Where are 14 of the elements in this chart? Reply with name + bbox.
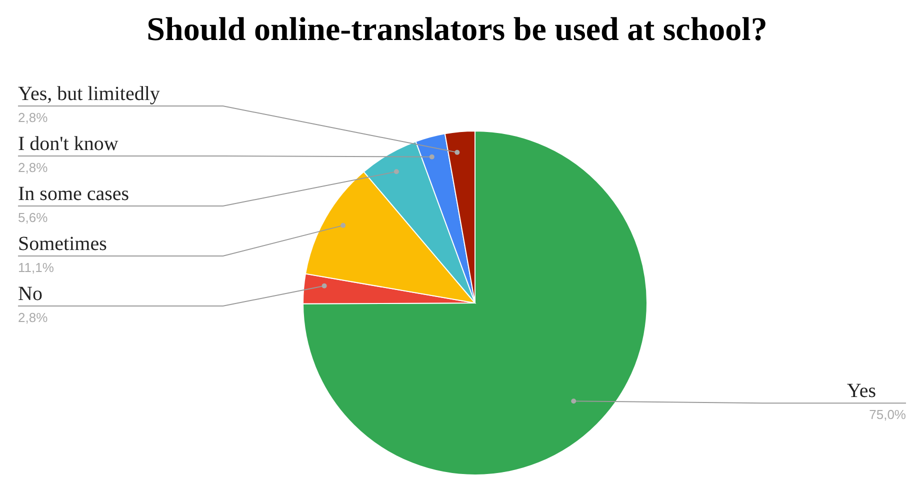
data-label: 2,8%: [18, 110, 48, 125]
data-label: 11,1%: [18, 260, 54, 275]
slice-label: In some cases: [18, 183, 130, 205]
slice-label: Yes: [846, 380, 876, 402]
data-label: 2,8%: [18, 160, 48, 175]
slice-label: No: [18, 283, 42, 305]
data-label: 5,6%: [18, 210, 48, 225]
slice-label: I don't know: [18, 133, 119, 155]
data-label: 75,0%: [869, 407, 906, 422]
data-label: 2,8%: [18, 310, 48, 325]
chart-title: Should online-translators be used at school?: [146, 11, 768, 49]
slice-label: Yes, but limitedly: [18, 83, 160, 105]
pie-slice: [302, 130, 648, 476]
slice-label: Sometimes: [18, 233, 108, 255]
